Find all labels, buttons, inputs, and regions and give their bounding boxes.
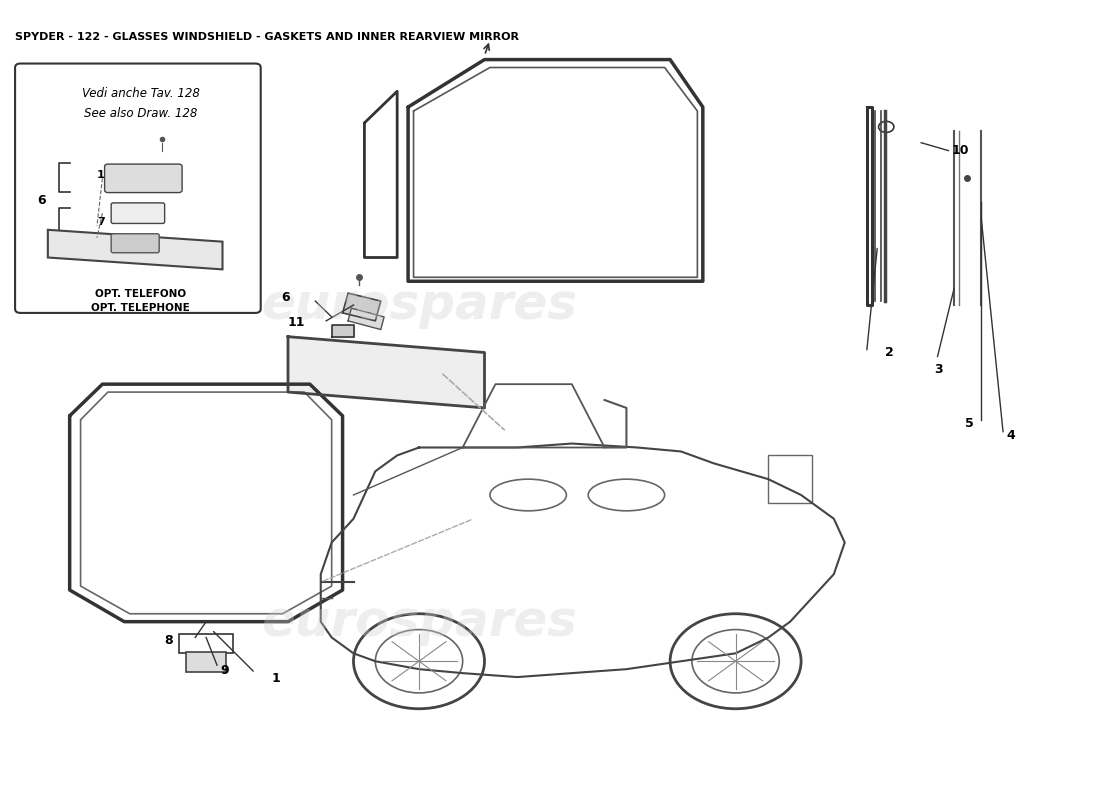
Text: 2: 2 <box>886 346 894 359</box>
Bar <box>179 634 233 654</box>
Text: OPT. TELEFONO: OPT. TELEFONO <box>95 289 186 299</box>
Polygon shape <box>332 325 353 337</box>
FancyBboxPatch shape <box>104 164 183 193</box>
Text: 6: 6 <box>37 194 45 206</box>
Text: See also Draw. 128: See also Draw. 128 <box>84 107 197 120</box>
Text: eurospares: eurospares <box>261 281 578 329</box>
FancyBboxPatch shape <box>111 234 160 253</box>
FancyBboxPatch shape <box>15 63 261 313</box>
Text: 10: 10 <box>952 144 969 157</box>
FancyBboxPatch shape <box>111 203 165 223</box>
Text: 8: 8 <box>165 634 174 647</box>
Text: 9: 9 <box>220 664 229 678</box>
Polygon shape <box>288 337 484 408</box>
Text: 1: 1 <box>272 672 280 685</box>
Text: 5: 5 <box>965 418 974 430</box>
Bar <box>768 455 812 503</box>
Text: Vedi anche Tav. 128: Vedi anche Tav. 128 <box>81 87 199 100</box>
Polygon shape <box>47 230 222 270</box>
Text: 3: 3 <box>934 362 943 376</box>
Polygon shape <box>342 293 381 321</box>
Text: eurospares: eurospares <box>261 598 578 646</box>
Text: 7: 7 <box>97 217 104 227</box>
Text: 6: 6 <box>282 290 290 303</box>
Text: 11: 11 <box>288 316 306 329</box>
Text: 4: 4 <box>1006 429 1015 442</box>
Text: 11: 11 <box>97 170 112 181</box>
Text: OPT. TELEPHONE: OPT. TELEPHONE <box>91 303 190 314</box>
Bar <box>187 652 225 671</box>
Text: SPYDER - 122 - GLASSES WINDSHIELD - GASKETS AND INNER REARVIEW MIRROR: SPYDER - 122 - GLASSES WINDSHIELD - GASK… <box>15 32 519 42</box>
Polygon shape <box>348 308 384 330</box>
